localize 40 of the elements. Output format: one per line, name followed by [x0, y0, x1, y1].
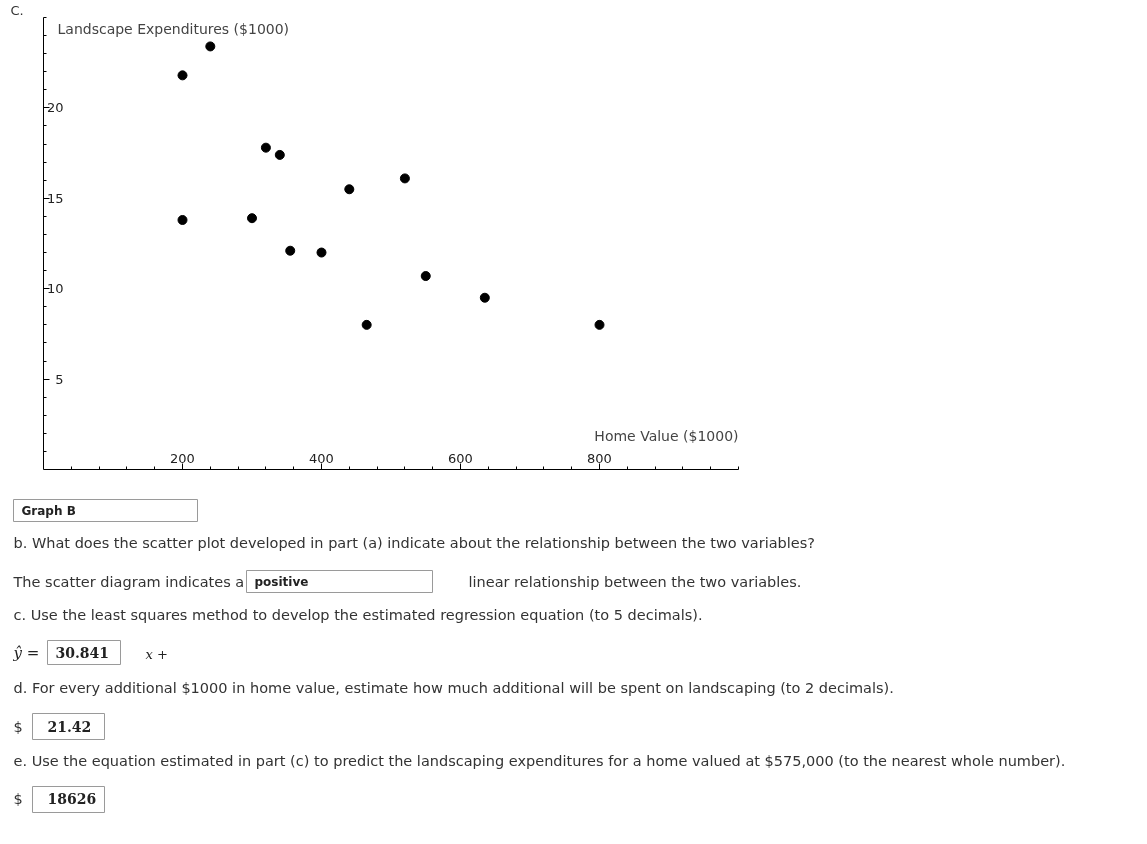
text: positive	[254, 574, 309, 589]
point	[247, 213, 257, 224]
x-tick-label: 400	[309, 450, 334, 466]
y-tick-label: 15	[46, 190, 64, 206]
x-tick-label: 200	[170, 450, 195, 466]
point	[205, 41, 216, 52]
text: Graph B	[21, 503, 76, 518]
point	[479, 292, 490, 303]
x-axis-title: Home Value ($1000)	[594, 427, 739, 444]
point	[344, 184, 355, 195]
point	[420, 271, 431, 282]
point	[399, 173, 410, 184]
y-tick-label: 20	[46, 100, 64, 116]
x-tick-label: 800	[587, 450, 612, 466]
text: b. What does the scatter plot developed in part (a) indicate about the relationship between the two variables?	[13, 534, 816, 551]
text: 30.841	[55, 645, 110, 661]
text: d. For every additional $1000 in home value, estimate how much additional will be spent on landscaping (to 2 decimals).	[13, 679, 894, 696]
point	[177, 70, 188, 81]
y-axis-title: Landscape Expenditures ($1000)	[57, 20, 290, 37]
text: The scatter diagram indicates a	[12, 573, 245, 590]
text: $	[13, 790, 23, 807]
text: 18626	[47, 791, 97, 807]
point	[285, 245, 296, 256]
text: e. Use the equation estimated in part (c) to predict the landscaping expenditures for a home valued at $575,000 (to the nearest whole number).	[13, 752, 1066, 769]
x-tick-label: 600	[448, 450, 473, 466]
point	[594, 319, 605, 330]
point	[274, 149, 285, 160]
y-tick-label: 5	[55, 371, 64, 387]
y-tick-label: 10	[46, 281, 64, 297]
text: $	[13, 718, 23, 735]
point	[361, 319, 372, 330]
text: ŷ =	[12, 643, 40, 662]
chart-title: C.	[10, 2, 24, 18]
text: linear relationship between the two variables.	[468, 573, 802, 590]
point	[177, 215, 188, 225]
text: x +	[145, 647, 168, 662]
text: c. Use the least squares method to develop the estimated regression equation (to 5 decimals).	[13, 606, 703, 623]
text: 21.42	[47, 719, 92, 735]
point	[260, 142, 271, 153]
point	[316, 247, 327, 258]
